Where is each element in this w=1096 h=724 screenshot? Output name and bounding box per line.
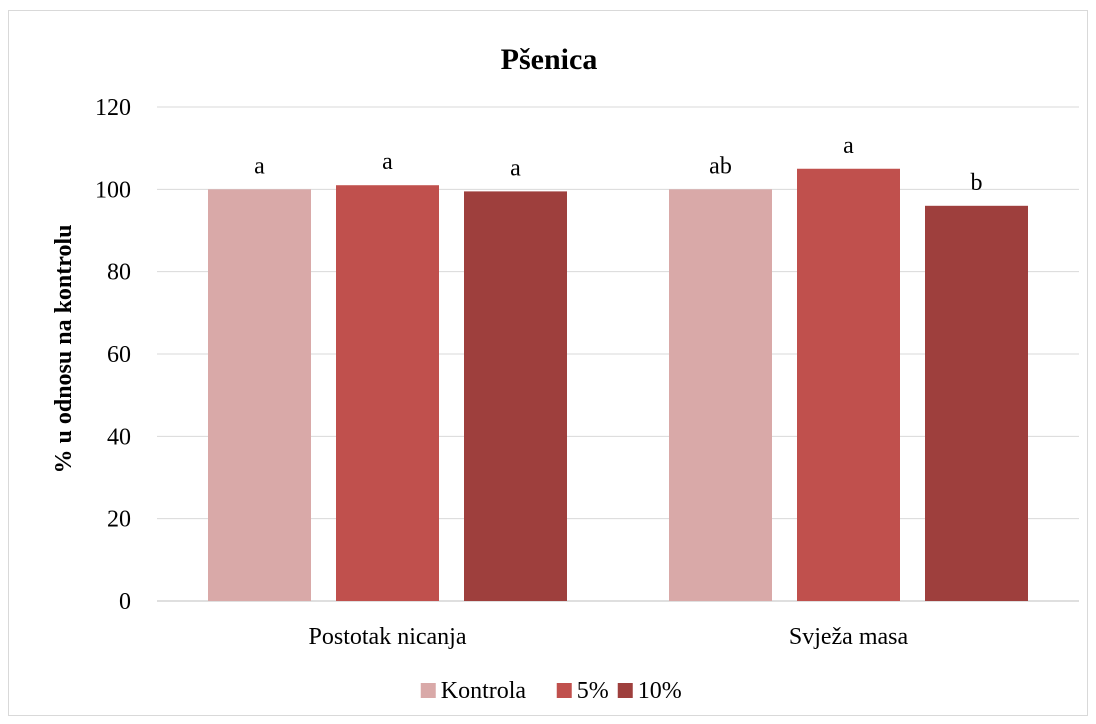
data-label: a — [510, 155, 521, 181]
data-label: ab — [709, 153, 732, 179]
y-tick-label: 40 — [107, 424, 131, 450]
legend-swatch — [556, 683, 572, 698]
y-axis-ticks: 0 20 40 60 80 100 120 — [95, 95, 131, 615]
legend-label: 10% — [638, 678, 682, 704]
chart-area: Pšenica % u odnosu na kontrolu 0 20 40 60 80… — [8, 10, 1088, 716]
x-tick-label: Postotak nicanja — [309, 624, 467, 650]
data-label: b — [971, 170, 983, 196]
bar — [464, 191, 567, 601]
y-tick-label: 0 — [119, 589, 131, 615]
bar — [797, 168, 900, 601]
y-axis-label: % u odnosu na kontrolu — [51, 225, 77, 474]
data-label: a — [254, 153, 265, 179]
y-tick-label: 60 — [107, 342, 131, 368]
x-axis-ticks: Postotak nicanja Svježa masa — [309, 624, 909, 650]
y-tick-label: 120 — [95, 95, 131, 121]
data-label: a — [843, 133, 854, 159]
legend-swatch — [617, 683, 633, 698]
bar-chart: Pšenica % u odnosu na kontrolu 0 20 40 60 80… — [51, 43, 1079, 704]
bar — [336, 185, 439, 601]
bar — [925, 205, 1028, 602]
x-tick-label: Svježa masa — [789, 624, 909, 650]
y-tick-label: 100 — [95, 177, 131, 203]
y-tick-label: 80 — [107, 260, 131, 286]
legend-label: Kontrola — [441, 678, 527, 704]
y-tick-label: 20 — [107, 507, 131, 533]
data-label: a — [382, 149, 393, 175]
bar — [669, 189, 772, 602]
chart-title: Pšenica — [501, 43, 598, 76]
legend-label: 5% — [577, 678, 609, 704]
legend: Kontrola 5% 10% — [420, 678, 682, 704]
legend-swatch — [420, 683, 436, 698]
bar — [208, 189, 311, 602]
